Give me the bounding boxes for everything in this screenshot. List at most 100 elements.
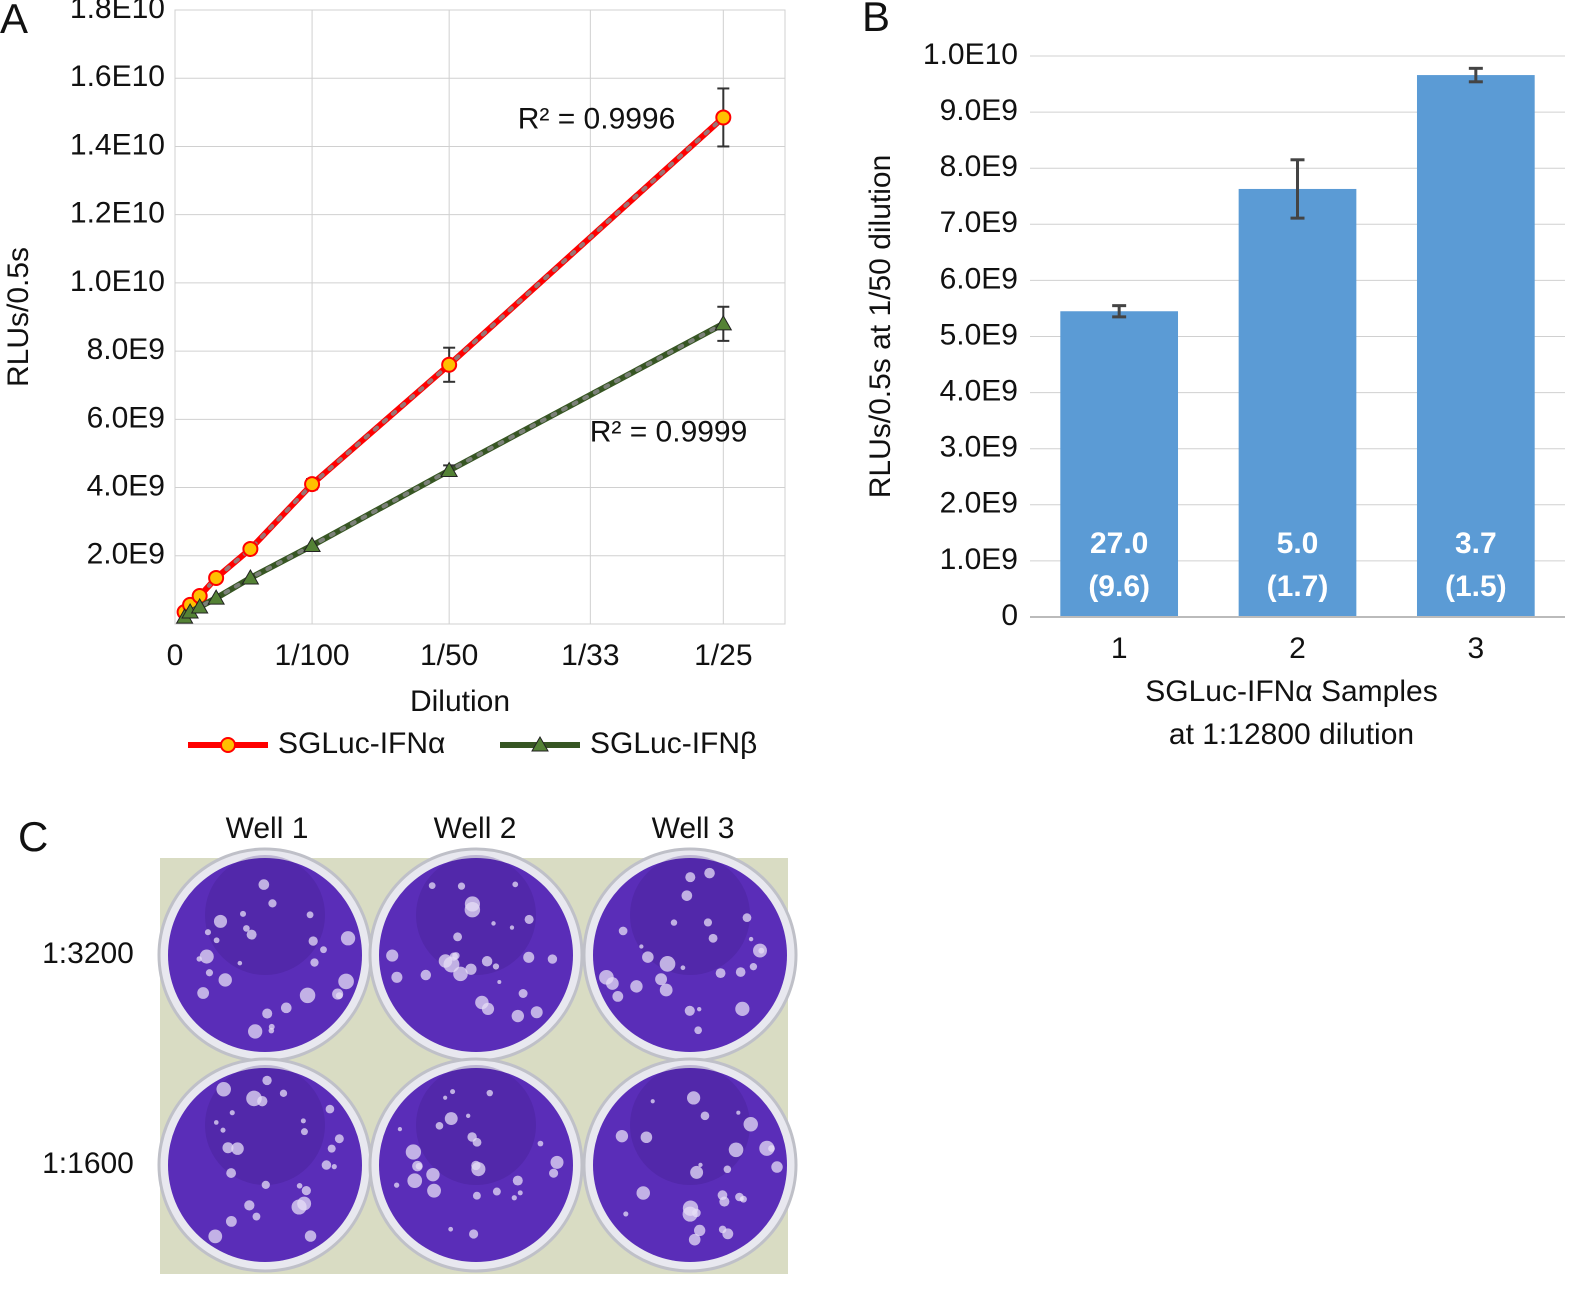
- plaque: [412, 1160, 423, 1172]
- y-tick-label: 6.0E9: [87, 401, 165, 434]
- plaque: [464, 896, 481, 912]
- plaque: [749, 962, 758, 971]
- x-tick-label: 0: [167, 639, 184, 672]
- y-tick-label: 1.6E10: [70, 60, 165, 93]
- plaque: [301, 1186, 311, 1196]
- plaque: [466, 1113, 471, 1119]
- plaque: [715, 968, 726, 979]
- marker: [241, 568, 260, 585]
- y-tick-label: 4.0E9: [87, 469, 165, 502]
- plaque: [549, 1168, 559, 1178]
- plaque: [530, 1006, 543, 1019]
- plaque: [700, 1111, 710, 1121]
- plaque: [226, 1168, 237, 1178]
- plaque: [472, 1137, 482, 1147]
- column-label: Well 2: [434, 812, 517, 845]
- plaque: [225, 1215, 237, 1227]
- well-shade: [630, 1065, 750, 1185]
- plaque: [547, 954, 558, 964]
- well: [168, 1068, 362, 1262]
- y-tick-label: 1.2E10: [70, 197, 165, 230]
- well: [379, 858, 573, 1052]
- plaque: [444, 1112, 458, 1126]
- plaque: [453, 966, 468, 982]
- x-tick-label: 1/25: [694, 639, 752, 672]
- legend-label: SGLuc-IFNβ: [590, 727, 757, 760]
- plaque: [718, 1225, 727, 1234]
- plaque: [606, 977, 619, 990]
- plaque: [306, 911, 314, 919]
- plaque: [204, 929, 212, 936]
- plaque: [393, 1182, 400, 1188]
- plaque: [205, 969, 214, 977]
- plaque: [262, 1075, 272, 1086]
- plaque: [268, 899, 277, 908]
- marker: [190, 597, 209, 614]
- column-label: Well 3: [652, 812, 735, 845]
- y-tick-label: 1.0E10: [70, 265, 165, 298]
- bar: [1416, 75, 1535, 618]
- plaque: [296, 1182, 303, 1189]
- panel-label: C: [18, 813, 48, 860]
- plaque: [523, 951, 535, 963]
- well-shade: [205, 1065, 325, 1185]
- plaque: [237, 960, 243, 966]
- plaque: [428, 882, 436, 890]
- marker: [207, 589, 225, 605]
- plaque: [686, 1091, 701, 1105]
- plaque: [222, 1142, 234, 1154]
- plaque: [334, 1134, 344, 1144]
- plaque: [491, 921, 496, 926]
- bar-label: (1.7): [1267, 570, 1329, 603]
- plaque: [279, 1089, 288, 1097]
- plaque: [327, 1144, 336, 1153]
- plaque: [739, 1196, 744, 1202]
- plaque: [397, 1127, 403, 1132]
- x-tick-label: 2: [1289, 632, 1306, 665]
- plaque: [682, 1206, 698, 1222]
- y-axis-label: RLUs/0.5s at 1/50 dilution: [864, 155, 897, 499]
- y-tick-label: 1.8E10: [70, 0, 165, 25]
- plaque: [688, 1233, 701, 1246]
- plaque: [728, 1142, 744, 1158]
- plaque: [623, 1211, 629, 1217]
- plaque: [636, 1186, 650, 1200]
- plaque: [386, 949, 399, 962]
- plaque: [338, 973, 354, 990]
- plaque: [453, 932, 463, 942]
- legend-marker: [220, 737, 236, 753]
- y-tick-label: 9.0E9: [940, 94, 1018, 127]
- plaque: [524, 914, 534, 924]
- plaque: [291, 1199, 307, 1215]
- plaque: [708, 933, 718, 943]
- plaque: [208, 1229, 223, 1244]
- y-tick-label: 3.0E9: [940, 431, 1018, 464]
- plaque: [639, 944, 644, 949]
- plaque: [472, 1191, 481, 1200]
- plaque: [300, 1118, 306, 1124]
- plaque: [199, 949, 214, 964]
- plaque: [258, 879, 270, 890]
- plaque: [723, 1165, 732, 1174]
- y-tick-label: 2.0E9: [940, 487, 1018, 520]
- marker: [441, 356, 458, 373]
- plaque: [719, 1196, 730, 1207]
- plaque: [405, 1144, 422, 1160]
- plaque: [308, 936, 318, 946]
- plaque: [511, 1009, 524, 1023]
- plaque: [407, 1173, 423, 1189]
- marker: [304, 476, 321, 493]
- marker: [303, 536, 321, 553]
- plaque: [550, 1155, 564, 1169]
- panel-label: B: [862, 0, 890, 40]
- plaque: [465, 963, 477, 975]
- panel-label: A: [0, 0, 28, 42]
- bar-label: (1.5): [1445, 570, 1507, 603]
- plaque: [252, 1212, 261, 1221]
- plaque: [642, 951, 654, 963]
- plaque: [659, 983, 673, 997]
- plaque: [438, 954, 453, 968]
- plaque: [449, 952, 458, 961]
- plaque: [511, 1195, 517, 1201]
- plaque: [680, 965, 686, 971]
